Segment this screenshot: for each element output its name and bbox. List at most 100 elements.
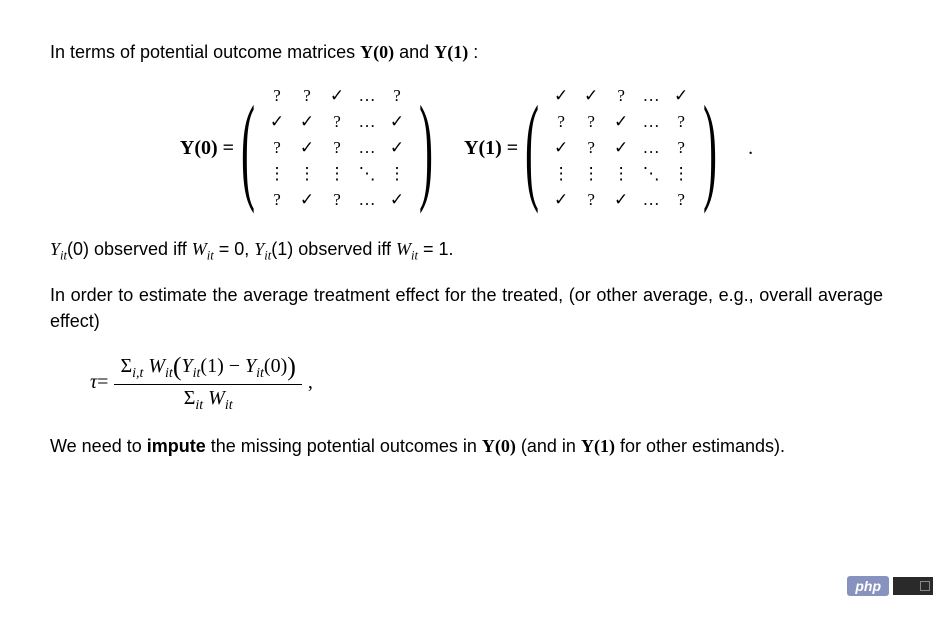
matrix-cell: ? — [666, 109, 696, 135]
matrix-cell: ? — [576, 109, 606, 135]
numerator: Σi,t Wit(Yit(1) − Yit(0)) — [114, 352, 301, 385]
matrix-y0-block: Y(0) = ( ??✓…?✓✓?…✓?✓?…✓⋮⋮⋮⋱⋮?✓?…✓ ) — [180, 83, 434, 213]
matrix-cell: ? — [576, 187, 606, 213]
matrix-cell: ⋮ — [262, 161, 292, 187]
text: the missing potential outcomes in — [206, 436, 482, 456]
trailing-period: . — [748, 137, 753, 160]
sigma-symbol: Σ — [120, 355, 132, 377]
matrix-cell: … — [636, 187, 666, 213]
matrix-cell: … — [352, 187, 382, 213]
y-symbol: Y — [182, 355, 193, 377]
matrix-cell: ✓ — [382, 135, 412, 161]
left-paren-icon: ( — [241, 94, 255, 202]
matrix-cell: ⋮ — [576, 161, 606, 187]
matrix-cell: ⋮ — [546, 161, 576, 187]
right-paren-icon: ) — [703, 94, 717, 202]
sub-it: it — [165, 366, 173, 381]
matrix-cell: ✓ — [382, 109, 412, 135]
corner-overlay: php — [847, 576, 933, 596]
y0-symbol: Y(0) — [360, 42, 394, 62]
matrix-cell: … — [352, 109, 382, 135]
matrix-cell: ? — [322, 109, 352, 135]
arg-text: (1) − — [200, 355, 245, 377]
intro-text: In terms of potential outcome matrices — [50, 42, 360, 62]
sub-it: it — [411, 249, 418, 263]
comma: , — [308, 371, 313, 394]
intro-line: In terms of potential outcome matrices Y… — [50, 40, 883, 65]
y-symbol: Y — [254, 239, 264, 259]
matrix-cell: ✓ — [292, 135, 322, 161]
matrix-cell: ⋱ — [352, 161, 382, 187]
matrix-cell: ✓ — [546, 187, 576, 213]
matrix-cell: ? — [322, 135, 352, 161]
matrix-y1: ✓✓?…✓??✓…?✓?✓…?⋮⋮⋮⋱⋮✓?✓…? — [546, 83, 696, 213]
matrix-y0-label: Y(0) = — [180, 137, 234, 160]
matrix-cell: ? — [666, 187, 696, 213]
sub-it: it — [256, 366, 264, 381]
para-estimate: In order to estimate the average treatme… — [50, 283, 883, 333]
tau-symbol: τ — [90, 371, 97, 394]
obs-text: = 1. — [418, 239, 454, 259]
matrix-cell: ✓ — [262, 109, 292, 135]
w-symbol: W — [396, 239, 411, 259]
php-badge-icon: php — [847, 576, 889, 596]
y1-symbol: Y(1) — [434, 42, 468, 62]
y1-symbol: Y(1) — [581, 436, 615, 456]
matrix-cell: ? — [606, 83, 636, 109]
obs-text: = 0, — [214, 239, 255, 259]
matrix-cell: … — [636, 83, 666, 109]
matrix-cell: ✓ — [322, 83, 352, 109]
matrix-cell: ? — [382, 83, 412, 109]
text: (and in — [516, 436, 581, 456]
text: We need to — [50, 436, 147, 456]
matrix-cell: ✓ — [606, 109, 636, 135]
left-paren-icon: ( — [525, 94, 539, 202]
matrix-y1-label: Y(1) = — [464, 137, 518, 160]
matrix-cell: ✓ — [666, 83, 696, 109]
matrix-cell: ⋮ — [382, 161, 412, 187]
matrix-cell: ⋱ — [636, 161, 666, 187]
y-symbol: Y — [50, 239, 60, 259]
right-paren-icon: ) — [419, 94, 433, 202]
matrix-cell: ⋮ — [666, 161, 696, 187]
dark-box-icon — [893, 577, 933, 595]
matrix-cell: ⋮ — [606, 161, 636, 187]
sub-it: it — [60, 249, 67, 263]
matrix-cell: ✓ — [292, 187, 322, 213]
obs-text: (0) observed iff — [67, 239, 192, 259]
matrix-y0: ??✓…?✓✓?…✓?✓?…✓⋮⋮⋮⋱⋮?✓?…✓ — [262, 83, 412, 213]
sigma-symbol: Σ — [184, 387, 196, 409]
matrix-cell: ✓ — [606, 135, 636, 161]
matrix-cell: ? — [262, 135, 292, 161]
w-symbol: W — [192, 239, 207, 259]
matrix-cell: ⋮ — [322, 161, 352, 187]
w-symbol: W — [143, 355, 165, 377]
and-text: and — [399, 42, 434, 62]
matrix-cell: ✓ — [546, 135, 576, 161]
text: for other estimands). — [615, 436, 785, 456]
y0-symbol: Y(0) — [482, 436, 516, 456]
matrix-cell: ? — [666, 135, 696, 161]
fraction: Σi,t Wit(Yit(1) − Yit(0)) Σit Wit — [114, 352, 301, 414]
w-symbol: W — [203, 387, 225, 409]
matrices-row: Y(0) = ( ??✓…?✓✓?…✓?✓?…✓⋮⋮⋮⋱⋮?✓?…✓ ) Y(1… — [50, 83, 883, 213]
colon: : — [473, 42, 478, 62]
matrix-cell: ? — [262, 187, 292, 213]
impute-word: impute — [147, 436, 206, 456]
sub-it: i,t — [132, 366, 143, 381]
matrix-cell: ✓ — [292, 109, 322, 135]
close-paren: ) — [287, 352, 296, 381]
sub-it: it — [195, 398, 203, 413]
matrix-cell: ✓ — [576, 83, 606, 109]
open-paren: ( — [173, 352, 182, 381]
obs-text: (1) observed iff — [271, 239, 396, 259]
matrix-cell: ? — [262, 83, 292, 109]
matrix-cell: ? — [292, 83, 322, 109]
matrix-cell: ? — [546, 109, 576, 135]
sub-it: it — [207, 249, 214, 263]
matrix-cell: ? — [322, 187, 352, 213]
matrix-y1-block: Y(1) = ( ✓✓?…✓??✓…?✓?✓…?⋮⋮⋮⋱⋮✓?✓…? ) — [464, 83, 718, 213]
matrix-cell: ? — [576, 135, 606, 161]
matrix-cell: ⋮ — [292, 161, 322, 187]
denominator: Σit Wit — [178, 385, 239, 414]
